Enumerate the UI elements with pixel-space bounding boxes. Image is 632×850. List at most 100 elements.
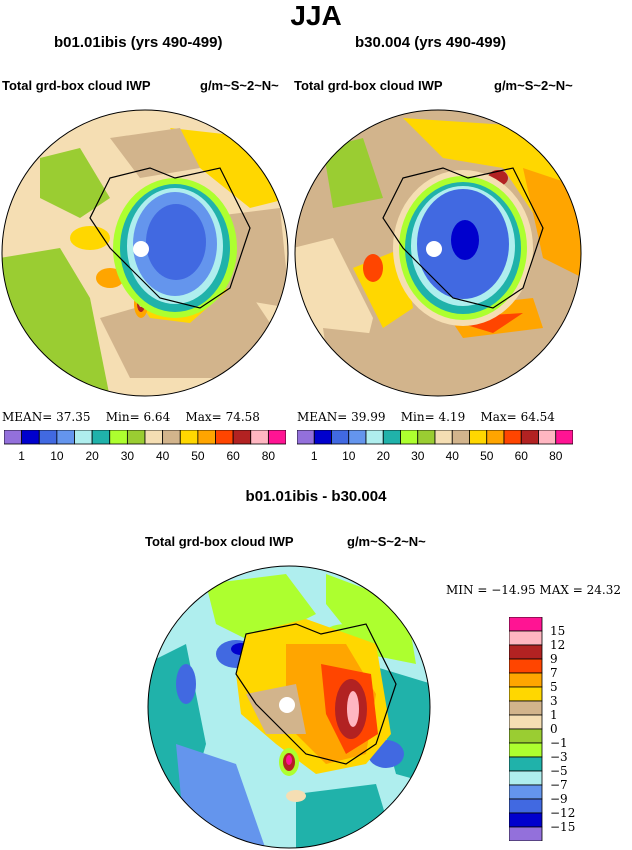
panel-1-colorbar-label: 30: [120, 449, 135, 463]
panel-2-title: b30.004 (yrs 490-499): [355, 34, 506, 51]
panel-2-min: 4.19: [438, 410, 466, 424]
panel-1-colorbar-label: 60: [226, 449, 240, 463]
panel-2-units: g/m~S~2~N~: [494, 78, 573, 93]
panel-2-colorbar-box: [469, 430, 488, 445]
panel-1-colorbar-box: [267, 430, 286, 445]
panel-1-colorbar-label: 1: [18, 449, 25, 463]
panel-1-colorbar-box: [4, 430, 23, 445]
difference-colorbar-label: −15: [550, 820, 576, 834]
panel-2-colorbar-box: [417, 430, 436, 445]
panel-1-colorbar-label: 80: [261, 449, 276, 463]
difference-map: [147, 565, 431, 849]
difference-colorbar-label: 15: [550, 624, 566, 638]
panel-2-colorbar-label: 1: [310, 449, 318, 463]
difference-colorbar-box: [509, 784, 543, 800]
difference-colorbar-box: [509, 714, 543, 730]
panel-1-colorbar-box: [38, 430, 58, 445]
panel-2-colorbar: [297, 430, 573, 445]
difference-colorbar: [509, 617, 543, 841]
panel-1-mean-label: MEAN=: [2, 410, 53, 424]
panel-2-colorbar-box: [297, 430, 315, 445]
difference-colorbar-label: −7: [550, 778, 568, 792]
difference-colorbar-box: [509, 617, 543, 632]
panel-1-max: 74.58: [225, 410, 260, 424]
difference-colorbar-label: 0: [550, 722, 558, 736]
main-title: JJA: [290, 0, 342, 31]
panel-2-colorbar-box: [382, 430, 401, 445]
panel-1-colorbar: [4, 430, 286, 445]
difference-colorbar-label: −5: [550, 764, 568, 778]
difference-colorbar-box: [509, 798, 543, 814]
panel-2-colorbar-box: [365, 430, 384, 445]
panel-1-max-label: Max=: [185, 410, 222, 424]
difference-colorbar-label: 5: [550, 680, 558, 694]
panel-1-colorbar-box: [179, 430, 199, 445]
panel-2-colorbar-label: 80: [549, 449, 563, 463]
panel-2-colorbar-box: [486, 430, 505, 445]
difference-colorbar-box: [509, 812, 543, 828]
difference-colorbar-label: 3: [550, 694, 558, 708]
difference-variable: Total grd-box cloud IWP: [145, 534, 294, 549]
panel-1-colorbar-label: 10: [50, 449, 64, 463]
difference-colorbar-box: [509, 826, 543, 841]
panel-2-colorbar-label: 40: [445, 449, 459, 463]
difference-colorbar-box: [509, 728, 543, 744]
panel-2-colorbar-box: [555, 430, 573, 445]
panel-1-colorbar-box: [232, 430, 252, 445]
panel-2-colorbar-box: [400, 430, 419, 445]
panel-1-colorbar-label: 40: [155, 449, 170, 463]
panel-2-colorbar-label: 10: [342, 449, 356, 463]
difference-colorbar-box: [509, 700, 543, 716]
difference-colorbar-box: [509, 644, 543, 660]
difference-colorbar-label: −12: [550, 806, 576, 820]
difference-colorbar-box: [509, 742, 543, 758]
difference-colorbar-label: 7: [550, 666, 558, 680]
panel-1-mean: 37.35: [56, 410, 91, 424]
panel-1-title: b01.01ibis (yrs 490-499): [54, 34, 223, 51]
panel-1-colorbar-box: [197, 430, 216, 445]
difference-stats: MIN = −14.95 MAX = 24.32: [446, 583, 621, 597]
difference-colorbar-label: −3: [550, 750, 568, 764]
panel-1-colorbar-label: 20: [85, 449, 99, 463]
difference-colorbar-label: −9: [550, 792, 568, 806]
panel-1-units: g/m~S~2~N~: [200, 78, 279, 93]
panel-2-colorbar-box: [503, 430, 522, 445]
panel-2-variable: Total grd-box cloud IWP: [294, 78, 443, 93]
panel-1-colorbar-box: [215, 430, 234, 445]
panel-2-map: [294, 109, 582, 397]
panel-1-colorbar-box: [126, 430, 146, 445]
difference-colorbar-box: [509, 630, 543, 646]
panel-2-colorbar-box: [434, 430, 453, 445]
panel-1-min: 6.64: [143, 410, 171, 424]
panel-1-map: [1, 109, 289, 397]
panel-1-colorbar-box: [162, 430, 181, 445]
panel-2-colorbar-label: 60: [514, 449, 528, 463]
panel-2-stats: MEAN= 39.99 Min= 4.19 Max= 64.54: [297, 410, 555, 424]
panel-2-colorbar-box: [520, 430, 539, 445]
panel-2-colorbar-box: [313, 430, 332, 445]
panel-1-colorbar-box: [250, 430, 269, 445]
difference-colorbar-label: 12: [550, 638, 566, 652]
panel-2-colorbar-box: [331, 430, 350, 445]
panel-2-colorbar-box: [348, 430, 367, 445]
difference-title: b01.01ibis - b30.004: [245, 488, 387, 505]
panel-2-colorbar-label: 20: [376, 449, 390, 463]
panel-2-max-label: Max=: [480, 410, 517, 424]
panel-2-colorbar-label: 30: [411, 449, 425, 463]
difference-colorbar-box: [509, 672, 543, 688]
difference-colorbar-box: [509, 770, 543, 786]
difference-colorbar-box: [509, 756, 543, 772]
panel-2-mean-label: MEAN=: [297, 410, 348, 424]
difference-colorbar-label: 9: [550, 652, 558, 666]
difference-colorbar-box: [509, 686, 543, 702]
panel-1-colorbar-box: [56, 430, 75, 445]
panel-1-variable: Total grd-box cloud IWP: [2, 78, 151, 93]
panel-1-min-label: Min=: [105, 410, 140, 424]
panel-1-colorbar-box: [91, 430, 111, 445]
difference-colorbar-label: −1: [550, 736, 568, 750]
panel-2-colorbar-box: [538, 430, 557, 445]
panel-1-colorbar-box: [74, 430, 93, 445]
difference-units: g/m~S~2~N~: [347, 534, 426, 549]
panel-2-min-label: Min=: [400, 410, 435, 424]
panel-1-colorbar-label: 50: [191, 449, 205, 463]
